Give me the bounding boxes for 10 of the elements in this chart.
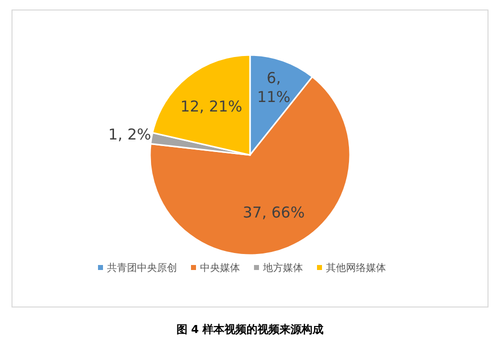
data-label: 6, 11% xyxy=(257,69,290,106)
legend-label: 其他网络媒体 xyxy=(326,262,386,274)
data-label: 12, 21% xyxy=(180,98,242,116)
pie-slice xyxy=(152,54,251,156)
legend-label: 地方媒体 xyxy=(262,262,303,274)
caption: 图 4 样本视频的视频来源构成 xyxy=(176,323,324,336)
legend-label: 中央媒体 xyxy=(200,262,240,274)
data-label: 1, 2% xyxy=(108,126,152,144)
legend-label: 共青团中央原创 xyxy=(107,262,177,274)
data-label: 37, 66% xyxy=(242,203,305,222)
